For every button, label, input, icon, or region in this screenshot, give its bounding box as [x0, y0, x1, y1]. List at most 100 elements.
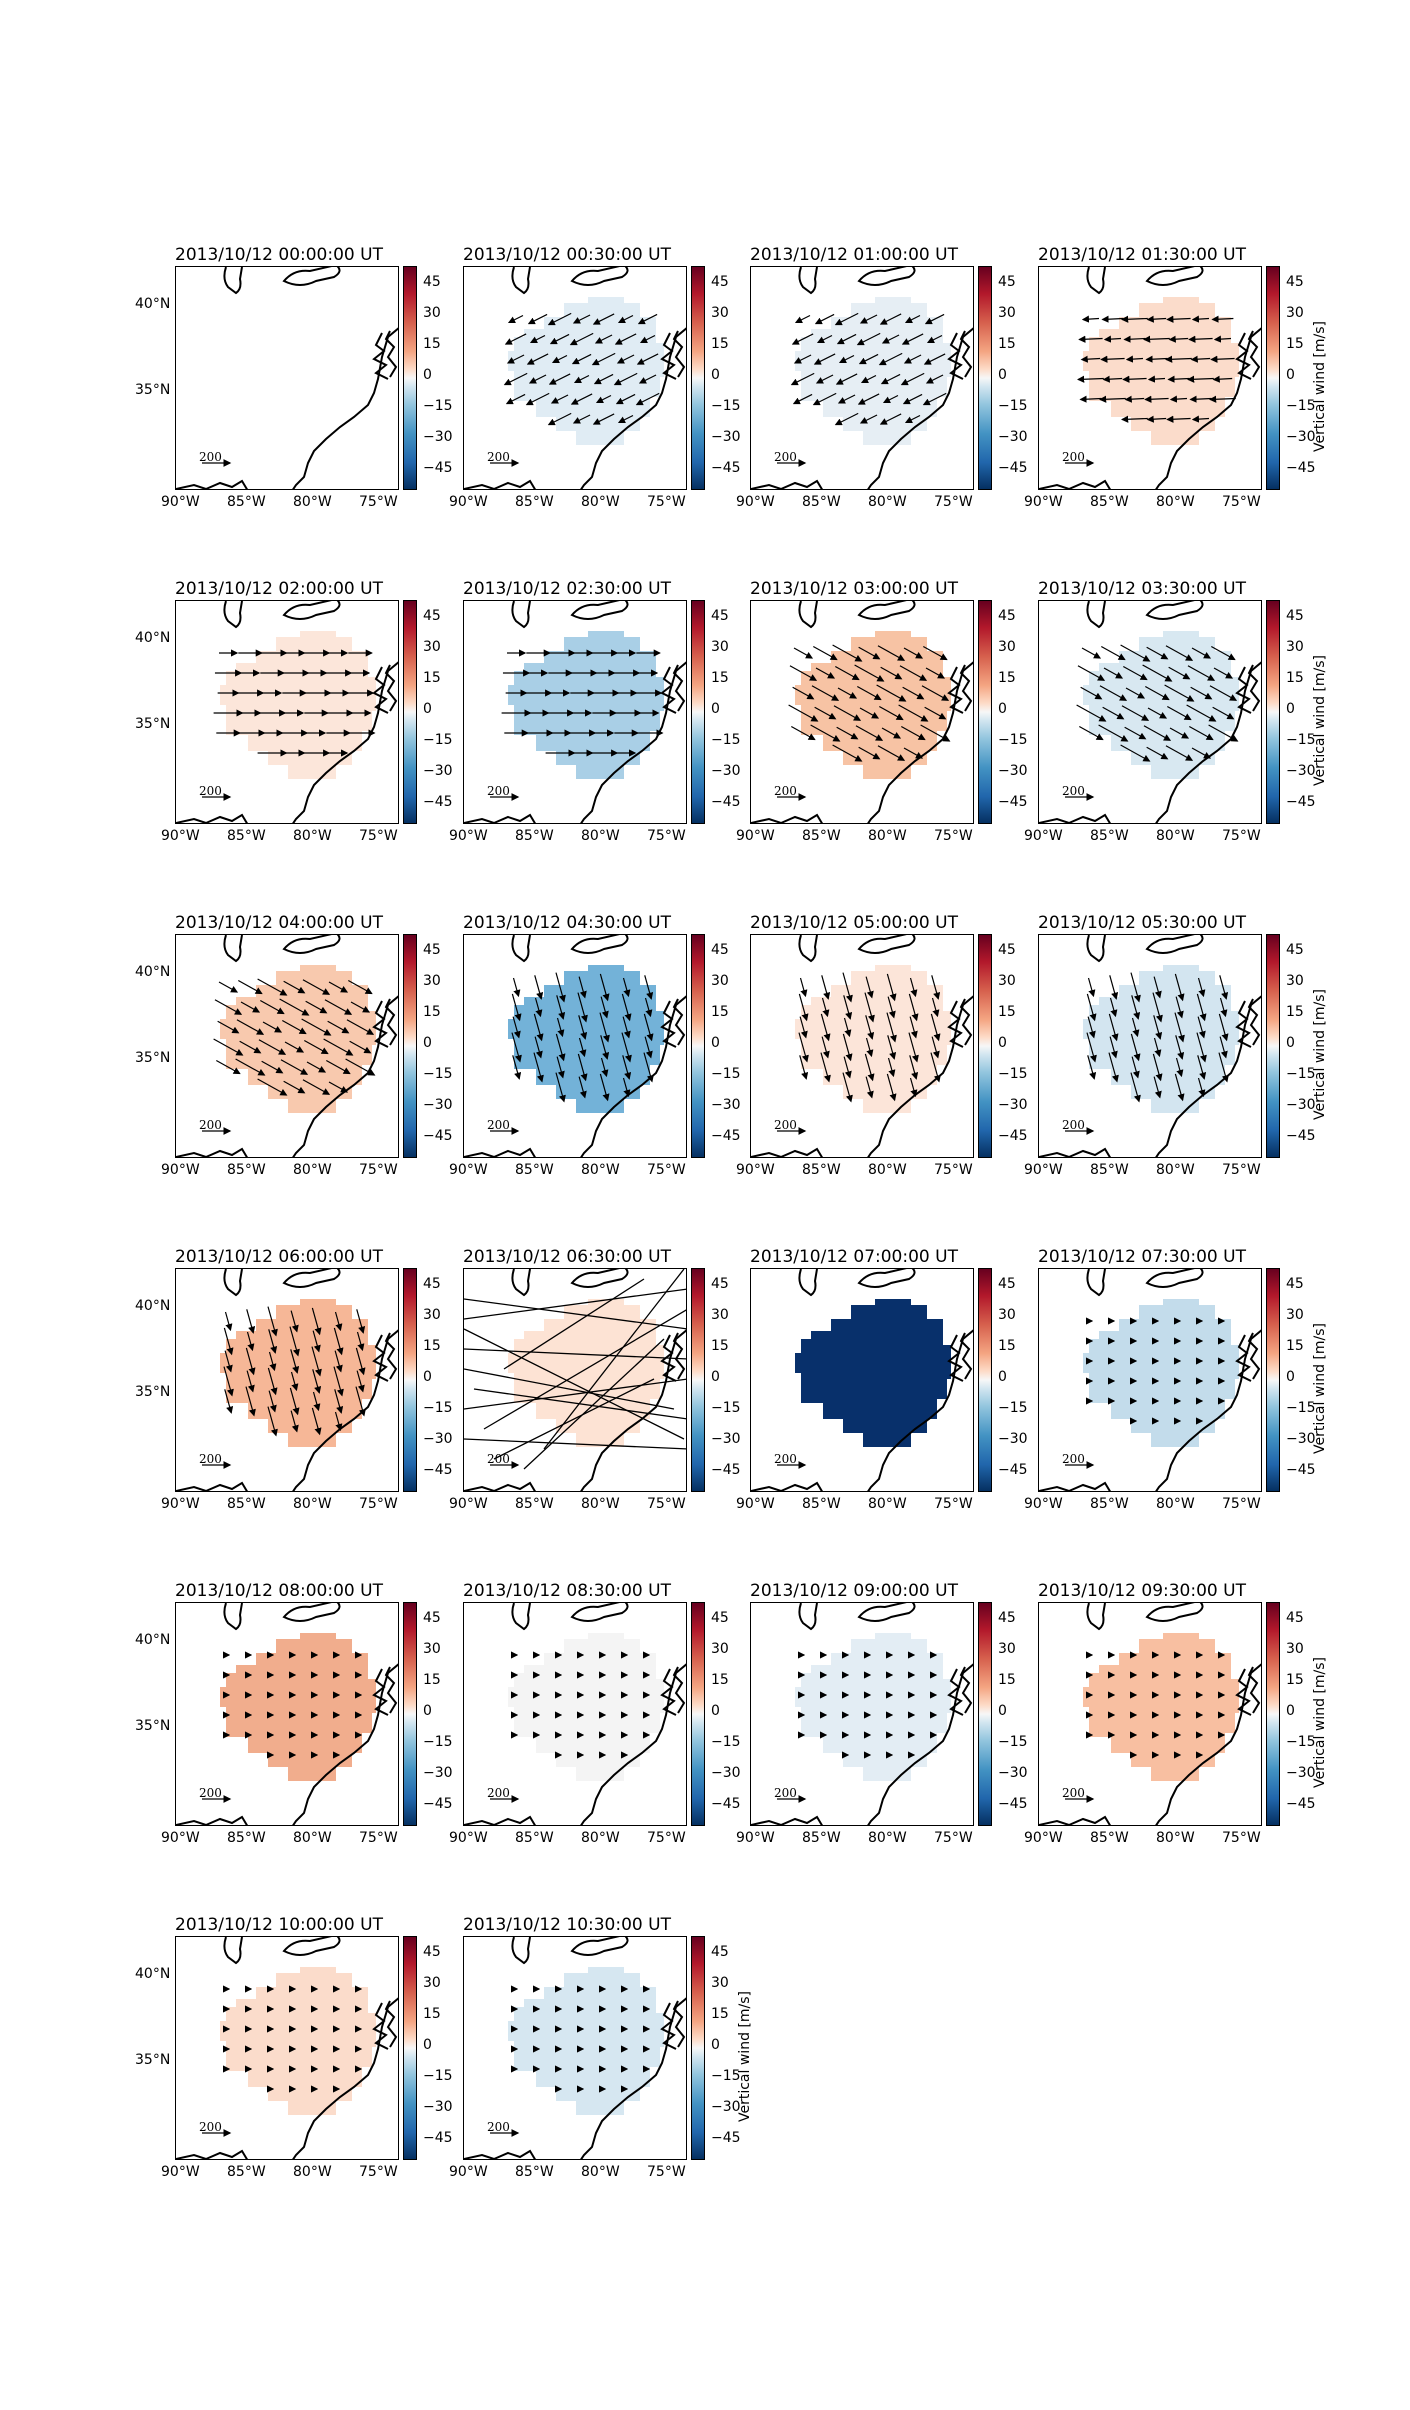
wind-vector — [528, 374, 547, 384]
wind-vector — [1152, 992, 1163, 1023]
longitude-tick-label: 75°W — [934, 1496, 973, 1512]
longitude-tick-label: 75°W — [359, 2164, 398, 2180]
colorbar-tick-label: 45 — [711, 1944, 729, 1960]
map-plot-area — [750, 266, 974, 490]
map-svg — [464, 601, 686, 823]
map-panel: 2013/10/12 06:30:00 UT 200 90°W 85°W 80°W 75°… — [449, 1246, 753, 1586]
wind-vector — [865, 1015, 875, 1040]
vertical-wind-field — [1083, 297, 1239, 445]
map-plot-area — [1038, 600, 1262, 824]
colorbar-tick-label: −45 — [998, 1462, 1028, 1478]
wind-vector — [1153, 976, 1162, 999]
wind-vector — [931, 997, 940, 1018]
wind-vector — [245, 1347, 256, 1376]
coastline — [959, 330, 973, 378]
coastline — [672, 1666, 686, 1714]
wind-vector — [622, 1016, 631, 1039]
wind-vector — [1213, 335, 1232, 343]
wind-vector — [334, 1389, 344, 1414]
wind-vector — [328, 1081, 349, 1093]
colorbar-tick-label: −45 — [711, 1796, 741, 1812]
longitude-tick-label: 80°W — [293, 1496, 332, 1512]
coastline — [660, 1000, 677, 1048]
map-plot-area — [463, 600, 687, 824]
vertical-wind-field — [508, 965, 664, 1113]
colorbar-tick-label: 15 — [711, 1004, 729, 1020]
colorbar-tick-label: 45 — [1286, 608, 1304, 624]
colorbar-tick-label: −45 — [998, 1796, 1028, 1812]
wind-vector — [503, 372, 528, 386]
coastline — [1086, 267, 1106, 295]
coastline — [1086, 1269, 1106, 1297]
wind-vector — [1165, 355, 1192, 363]
colorbar-tick-label: −45 — [423, 460, 453, 476]
wind-vector — [1210, 355, 1235, 363]
coastline — [580, 1997, 686, 2159]
coastline — [176, 2149, 248, 2159]
map-panel: 2013/10/12 09:30:00 UT 200 90°W 85°W 80°W 75°… — [1024, 1580, 1328, 1920]
wind-vector — [1098, 724, 1129, 742]
wind-vector — [792, 393, 813, 405]
longitude-tick-label: 75°W — [647, 2164, 686, 2180]
longitude-tick-label: 80°W — [1156, 1496, 1195, 1512]
wind-vector — [637, 313, 658, 325]
panel-title: 2013/10/12 03:00:00 UT — [750, 579, 958, 599]
coastline — [751, 1147, 823, 1157]
wind-vector — [815, 667, 836, 679]
wind-vector — [855, 725, 884, 741]
wind-vector — [216, 1059, 241, 1075]
coastline — [384, 998, 398, 1046]
coastline — [1039, 1147, 1111, 1157]
panel-title: 2013/10/12 05:00:00 UT — [750, 913, 958, 933]
wind-vector — [324, 999, 353, 1015]
coastline — [1235, 332, 1252, 380]
coastline — [570, 1603, 629, 1622]
longitude-tick-label: 90°W — [161, 1830, 200, 1846]
coastline — [867, 995, 973, 1157]
map-panel: 2013/10/12 04:00:00 UT 200 40°N 35°N 90°W 85°… — [135, 912, 465, 1252]
wind-vector — [899, 665, 928, 681]
wind-vector — [909, 1055, 919, 1080]
colorbar-tick-label: 15 — [423, 2006, 441, 2022]
coastline — [1235, 1334, 1252, 1382]
map-plot-area — [463, 1602, 687, 1826]
wind-vector — [304, 1039, 329, 1055]
colorbar-tick-label: 15 — [423, 1672, 441, 1688]
wind-vector — [788, 704, 819, 722]
colorbar-tick-label: 0 — [423, 1369, 432, 1385]
wind-vector — [1131, 1017, 1140, 1038]
wind-vector — [1166, 315, 1191, 323]
wind-vector — [791, 725, 816, 741]
longitude-tick-label: 90°W — [1024, 828, 1063, 844]
wind-vector — [837, 394, 856, 404]
wind-vector — [547, 412, 572, 426]
coastline — [959, 998, 973, 1046]
wind-vector — [1108, 1013, 1119, 1042]
wind-vector — [859, 414, 878, 424]
wind-vector — [903, 647, 924, 659]
wind-vector — [1109, 1036, 1118, 1059]
wind-vector — [622, 1077, 631, 1098]
wind-vector — [213, 1038, 244, 1056]
colorbar-tick-label: 15 — [998, 1004, 1016, 1020]
longitude-tick-label: 90°W — [1024, 494, 1063, 510]
latitude-tick-label: 40°N — [135, 630, 171, 646]
wind-vector — [302, 1079, 331, 1095]
wind-vector — [904, 314, 921, 324]
wind-vector — [464, 1298, 686, 1330]
wind-vector — [815, 374, 834, 384]
wind-vector — [931, 975, 941, 1000]
colorbar-tick-label: −15 — [711, 1400, 741, 1416]
colorbar-tick-label: −30 — [711, 1765, 741, 1781]
wind-vector — [464, 1328, 685, 1440]
wind-vector — [858, 353, 879, 365]
colorbar-tick-label: −45 — [423, 1796, 453, 1812]
colorbar-tick-label: 45 — [423, 274, 441, 290]
wind-vector — [1120, 644, 1151, 662]
wind-vector — [1166, 415, 1191, 423]
colorbar-tick-label: −15 — [711, 2068, 741, 2084]
colorbar-tick-label: 30 — [1286, 305, 1304, 321]
wind-vector — [1186, 704, 1217, 722]
panel-title: 2013/10/12 04:30:00 UT — [463, 913, 671, 933]
wind-vector — [1099, 395, 1126, 403]
